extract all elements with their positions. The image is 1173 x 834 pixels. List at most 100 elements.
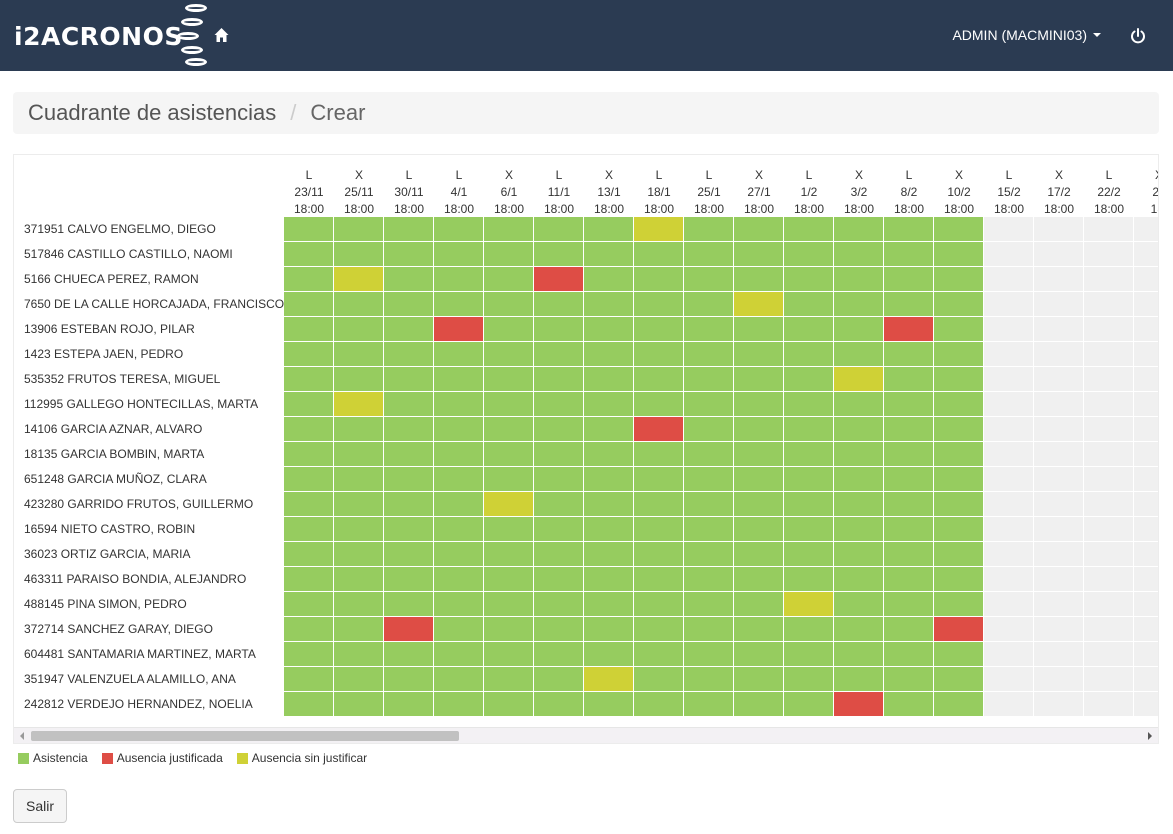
attendance-cell[interactable] <box>634 592 684 617</box>
attendance-cell[interactable] <box>684 642 734 667</box>
attendance-cell[interactable] <box>584 367 634 392</box>
attendance-cell[interactable] <box>434 317 484 342</box>
attendance-cell[interactable] <box>334 367 384 392</box>
attendance-cell[interactable] <box>834 442 884 467</box>
attendance-cell[interactable] <box>734 442 784 467</box>
attendance-cell[interactable] <box>284 542 334 567</box>
attendance-cell[interactable] <box>434 417 484 442</box>
attendance-cell[interactable] <box>434 217 484 242</box>
attendance-cell[interactable] <box>734 467 784 492</box>
attendance-cell[interactable] <box>934 217 984 242</box>
attendance-cell[interactable] <box>434 592 484 617</box>
attendance-cell[interactable] <box>684 417 734 442</box>
attendance-cell[interactable] <box>384 292 434 317</box>
attendance-cell[interactable] <box>634 292 684 317</box>
attendance-cell[interactable] <box>484 567 534 592</box>
attendance-cell[interactable] <box>834 292 884 317</box>
attendance-cell[interactable] <box>784 617 834 642</box>
attendance-cell[interactable] <box>284 567 334 592</box>
attendance-cell[interactable] <box>434 342 484 367</box>
attendance-cell[interactable] <box>634 692 684 717</box>
attendance-cell[interactable] <box>884 667 934 692</box>
attendance-cell[interactable] <box>284 367 334 392</box>
attendance-cell[interactable] <box>584 492 634 517</box>
attendance-cell[interactable] <box>334 267 384 292</box>
attendance-cell[interactable] <box>334 667 384 692</box>
attendance-cell[interactable] <box>334 642 384 667</box>
attendance-cell[interactable] <box>284 267 334 292</box>
attendance-cell[interactable] <box>784 292 834 317</box>
attendance-cell[interactable] <box>484 467 534 492</box>
attendance-cell[interactable] <box>684 242 734 267</box>
attendance-cell[interactable] <box>884 617 934 642</box>
attendance-cell[interactable] <box>684 442 734 467</box>
attendance-cell[interactable] <box>634 342 684 367</box>
attendance-cell[interactable] <box>384 592 434 617</box>
attendance-cell[interactable] <box>884 392 934 417</box>
scrollbar-thumb[interactable] <box>31 731 459 741</box>
attendance-cell[interactable] <box>734 692 784 717</box>
attendance-cell[interactable] <box>884 492 934 517</box>
attendance-cell[interactable] <box>784 667 834 692</box>
attendance-cell[interactable] <box>734 642 784 667</box>
attendance-cell[interactable] <box>934 242 984 267</box>
attendance-cell[interactable] <box>934 567 984 592</box>
attendance-cell[interactable] <box>434 542 484 567</box>
attendance-cell[interactable] <box>284 442 334 467</box>
attendance-cell[interactable] <box>534 492 584 517</box>
attendance-cell[interactable] <box>384 642 434 667</box>
attendance-cell[interactable] <box>484 667 534 692</box>
attendance-cell[interactable] <box>684 392 734 417</box>
attendance-cell[interactable] <box>934 692 984 717</box>
attendance-cell[interactable] <box>934 342 984 367</box>
attendance-cell[interactable] <box>834 392 884 417</box>
attendance-cell[interactable] <box>434 242 484 267</box>
attendance-cell[interactable] <box>634 567 684 592</box>
attendance-cell[interactable] <box>634 392 684 417</box>
attendance-cell[interactable] <box>384 217 434 242</box>
attendance-cell[interactable] <box>334 317 384 342</box>
attendance-cell[interactable] <box>884 267 934 292</box>
attendance-cell[interactable] <box>834 417 884 442</box>
attendance-cell[interactable] <box>934 542 984 567</box>
attendance-cell[interactable] <box>884 542 934 567</box>
attendance-cell[interactable] <box>734 617 784 642</box>
attendance-cell[interactable] <box>584 392 634 417</box>
attendance-cell[interactable] <box>834 217 884 242</box>
attendance-cell[interactable] <box>634 542 684 567</box>
attendance-cell[interactable] <box>734 567 784 592</box>
attendance-cell[interactable] <box>934 667 984 692</box>
attendance-cell[interactable] <box>484 592 534 617</box>
attendance-cell[interactable] <box>934 617 984 642</box>
attendance-cell[interactable] <box>334 242 384 267</box>
attendance-cell[interactable] <box>884 292 934 317</box>
attendance-cell[interactable] <box>934 267 984 292</box>
attendance-cell[interactable] <box>584 467 634 492</box>
attendance-cell[interactable] <box>384 417 434 442</box>
attendance-cell[interactable] <box>484 292 534 317</box>
attendance-cell[interactable] <box>484 692 534 717</box>
attendance-cell[interactable] <box>284 667 334 692</box>
attendance-cell[interactable] <box>784 642 834 667</box>
attendance-cell[interactable] <box>684 367 734 392</box>
attendance-cell[interactable] <box>484 617 534 642</box>
attendance-cell[interactable] <box>334 292 384 317</box>
attendance-cell[interactable] <box>284 217 334 242</box>
attendance-cell[interactable] <box>384 392 434 417</box>
attendance-cell[interactable] <box>734 367 784 392</box>
attendance-cell[interactable] <box>384 467 434 492</box>
attendance-cell[interactable] <box>484 217 534 242</box>
attendance-cell[interactable] <box>684 292 734 317</box>
attendance-cell[interactable] <box>334 417 384 442</box>
attendance-cell[interactable] <box>684 317 734 342</box>
attendance-cell[interactable] <box>634 242 684 267</box>
attendance-cell[interactable] <box>534 542 584 567</box>
attendance-cell[interactable] <box>834 592 884 617</box>
attendance-cell[interactable] <box>434 642 484 667</box>
attendance-cell[interactable] <box>834 517 884 542</box>
attendance-cell[interactable] <box>734 317 784 342</box>
attendance-cell[interactable] <box>834 567 884 592</box>
attendance-cell[interactable] <box>484 442 534 467</box>
attendance-cell[interactable] <box>734 342 784 367</box>
attendance-cell[interactable] <box>634 617 684 642</box>
